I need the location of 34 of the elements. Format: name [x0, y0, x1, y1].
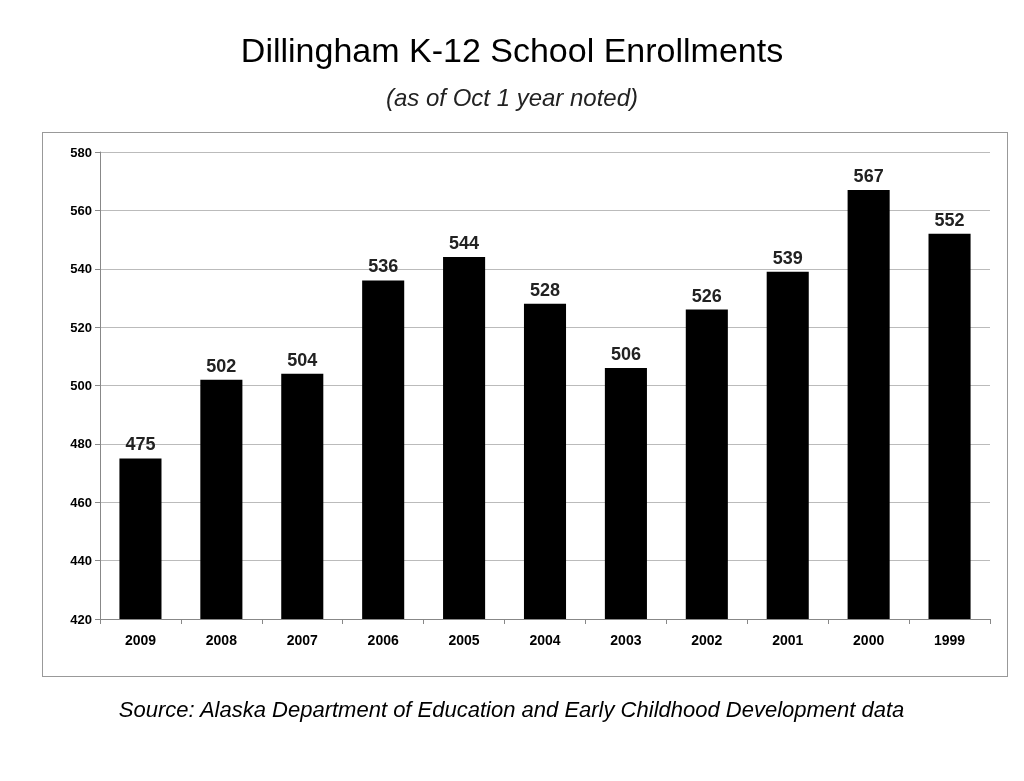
- y-tick-label: 540: [70, 261, 92, 277]
- x-tick-label: 2001: [772, 632, 804, 648]
- y-tick-label: 500: [70, 378, 92, 393]
- x-tick-label: 2008: [205, 632, 238, 648]
- data-label: 539: [772, 247, 803, 268]
- y-tick-label: 480: [70, 436, 92, 452]
- data-label: 502: [206, 355, 237, 376]
- x-tick-label: 2009: [124, 632, 157, 648]
- x-tick-label: 2002: [691, 632, 723, 648]
- data-label: 544: [449, 233, 480, 254]
- y-tick-label: 580: [70, 144, 92, 160]
- x-tick-label: 2005: [448, 632, 480, 648]
- data-label: 567: [853, 165, 884, 186]
- data-label: 528: [529, 279, 561, 300]
- chart-subtitle: (as of Oct 1 year noted): [385, 83, 639, 111]
- x-tick-label: 2003: [610, 632, 642, 648]
- y-tick-label: 440: [70, 553, 92, 569]
- x-tick-label: 2000: [853, 632, 885, 648]
- data-label: 526: [691, 285, 722, 306]
- data-label: 475: [125, 434, 156, 455]
- y-tick-label: 420: [70, 611, 92, 627]
- y-tick-label: 460: [70, 494, 92, 510]
- data-label: 536: [368, 256, 399, 277]
- x-tick-label: 2006: [367, 632, 399, 648]
- x-tick-label: 1999: [933, 632, 966, 648]
- x-tick-label: 2007: [286, 632, 319, 648]
- y-tick-label: 520: [70, 319, 92, 335]
- source-note: Source: Alaska Department of Education and Early Childhood Development data: [118, 696, 905, 722]
- data-label: 552: [934, 209, 965, 230]
- y-tick-label: 560: [70, 202, 92, 218]
- data-label: 504: [287, 349, 318, 370]
- chart-title: Dillingham K-12 School Enrollments: [240, 31, 784, 69]
- x-tick-label: 2004: [529, 632, 561, 648]
- data-label: 506: [610, 343, 641, 364]
